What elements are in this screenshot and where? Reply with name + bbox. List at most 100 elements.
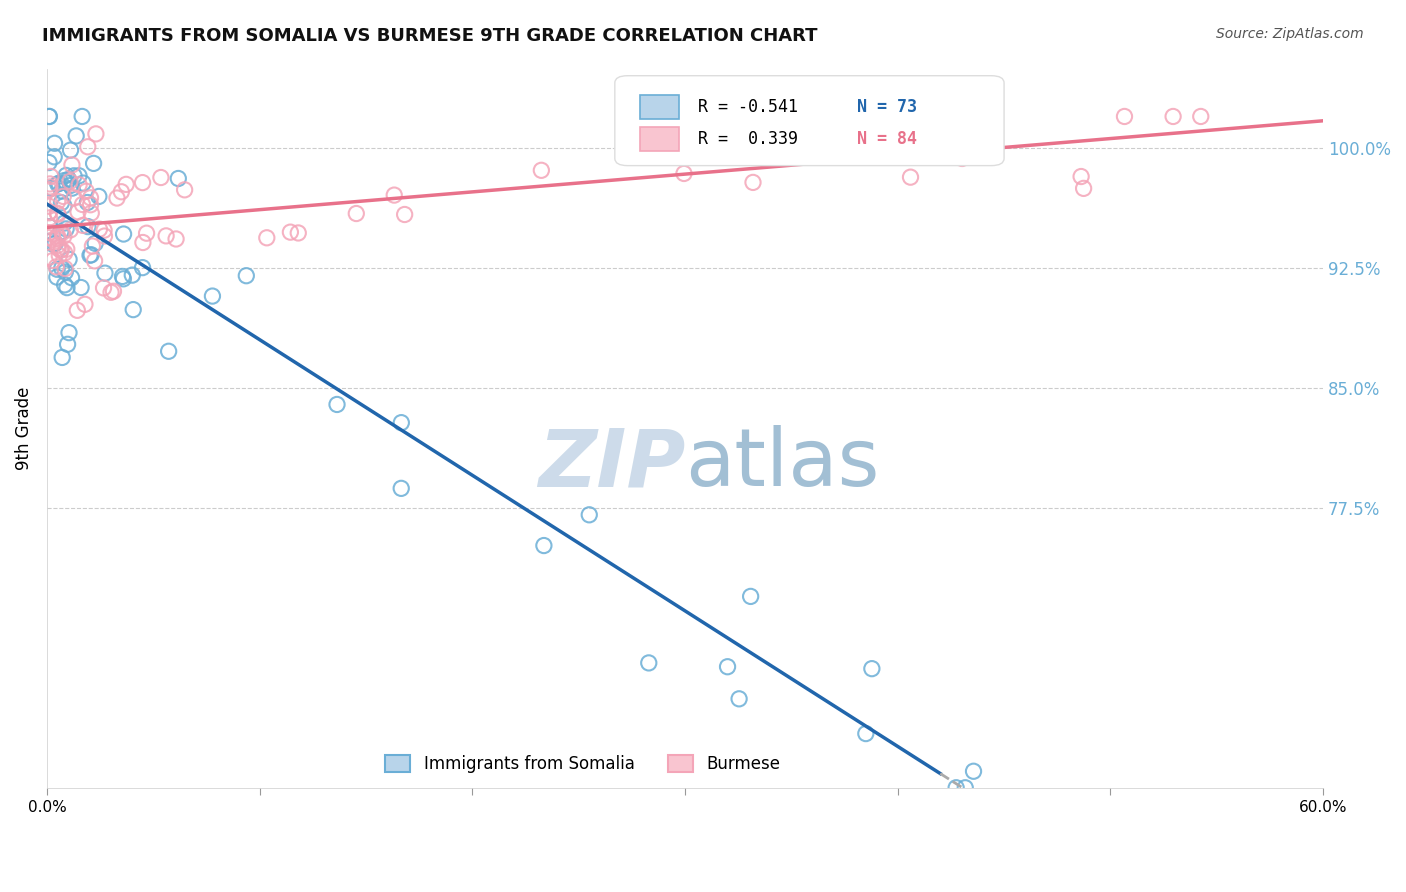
Point	[46, 207, 69, 221]
Point	[167, 171, 190, 186]
Point	[72, 197, 94, 211]
Text: ZIP: ZIP	[537, 425, 685, 503]
Point	[51, 184, 73, 198]
Point	[42, 237, 65, 252]
Point	[382, 188, 405, 202]
Point	[46, 177, 69, 191]
Point	[75, 184, 97, 198]
Point	[44, 136, 66, 151]
Point	[79, 198, 101, 212]
Point	[46, 232, 69, 246]
Point	[93, 223, 115, 237]
Point	[56, 242, 79, 256]
Point	[173, 183, 195, 197]
Point	[60, 181, 83, 195]
Point	[742, 176, 765, 190]
Point	[65, 128, 87, 143]
Point	[950, 152, 973, 166]
Point	[132, 235, 155, 250]
Point	[58, 252, 80, 267]
Point	[51, 351, 73, 365]
Point	[51, 195, 73, 210]
Y-axis label: 9th Grade: 9th Grade	[15, 386, 32, 470]
Point	[73, 297, 96, 311]
Point	[48, 177, 70, 191]
Point	[122, 302, 145, 317]
Point	[149, 170, 172, 185]
Point	[93, 229, 115, 244]
Text: R = -0.541: R = -0.541	[697, 97, 797, 116]
Point	[530, 163, 553, 178]
Point	[76, 140, 98, 154]
Point	[51, 261, 73, 276]
Point	[389, 416, 412, 430]
Point	[955, 780, 977, 795]
Point	[70, 110, 93, 124]
Point	[38, 199, 60, 213]
Point	[83, 156, 105, 170]
FancyBboxPatch shape	[614, 76, 1004, 166]
Point	[105, 191, 128, 205]
Point	[44, 236, 66, 251]
Point	[112, 272, 135, 286]
Point	[38, 226, 60, 240]
Point	[389, 481, 412, 495]
Point	[67, 178, 90, 192]
Point	[46, 238, 69, 252]
Point	[716, 659, 738, 673]
Point	[578, 508, 600, 522]
Point	[42, 253, 65, 268]
Point	[59, 223, 82, 237]
Point	[55, 176, 77, 190]
Point	[56, 280, 79, 294]
Point	[121, 268, 143, 282]
Point	[1070, 169, 1092, 184]
Point	[38, 110, 60, 124]
Point	[51, 226, 73, 240]
Point	[39, 169, 62, 184]
Point	[1114, 110, 1136, 124]
Point	[46, 262, 69, 277]
Point	[860, 662, 883, 676]
Point	[115, 178, 138, 192]
Point	[38, 250, 60, 264]
Point	[855, 726, 877, 740]
Point	[38, 206, 60, 220]
Point	[235, 268, 257, 283]
Point	[66, 204, 89, 219]
Point	[51, 243, 73, 257]
Point	[55, 169, 77, 183]
Point	[38, 155, 60, 169]
Point	[103, 285, 125, 299]
Point	[63, 169, 86, 183]
Point	[165, 232, 187, 246]
Point	[41, 227, 63, 241]
Point	[49, 243, 72, 257]
Point	[775, 110, 797, 124]
Point	[394, 207, 416, 221]
Point	[67, 169, 90, 183]
Point	[49, 225, 72, 239]
Point	[962, 764, 984, 779]
Point	[38, 180, 60, 194]
Point	[58, 326, 80, 340]
Point	[38, 110, 60, 124]
Point	[76, 195, 98, 210]
Point	[63, 191, 86, 205]
Point	[42, 233, 65, 247]
Point	[52, 229, 75, 244]
Point	[48, 249, 70, 263]
Point	[45, 270, 67, 285]
Point	[53, 265, 76, 279]
Point	[46, 241, 69, 255]
Point	[38, 183, 60, 197]
Point	[53, 174, 76, 188]
Text: IMMIGRANTS FROM SOMALIA VS BURMESE 9TH GRADE CORRELATION CHART: IMMIGRANTS FROM SOMALIA VS BURMESE 9TH G…	[42, 27, 818, 45]
Point	[664, 140, 686, 154]
Point	[58, 172, 80, 186]
Point	[53, 277, 76, 292]
Point	[728, 691, 751, 706]
Point	[53, 245, 76, 260]
Point	[344, 206, 367, 220]
Point	[637, 656, 659, 670]
